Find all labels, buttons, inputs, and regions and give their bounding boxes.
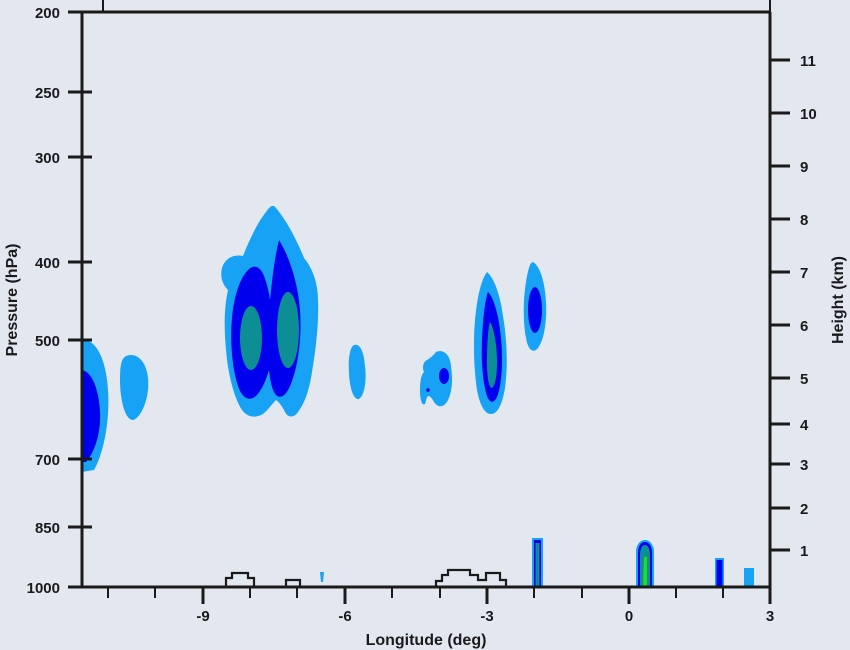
y-axis-title: Pressure (hPa) [4,244,21,357]
feature-surface-spike-two-five [744,568,754,587]
feature-core-minus3 [473,272,507,414]
feature-surface-spike-zero [636,540,654,587]
y2-ticklabel-6: 6 [800,318,808,335]
contour-field [82,205,754,587]
x-ticklabel-minus9: -9 [196,608,209,625]
x-axis-top-ticks [102,0,771,12]
y-ticklabel-700: 700 [35,452,60,469]
feature-surface-spike-minus2 [532,538,543,587]
y-ticklabel-1000: 1000 [27,580,60,597]
y2-ticklabel-8: 8 [800,212,808,229]
x-ticklabel-minus6: -6 [338,608,351,625]
y2-axis-height: 11 10 9 8 7 6 5 4 3 2 1 Height (km) [770,53,847,560]
plot-area-background [82,12,770,587]
y-ticklabel-250: 250 [35,85,60,102]
terrain-profile [82,568,770,589]
feature-west-small-blob [120,354,149,420]
feature-mid-thin-blob [348,344,366,400]
feature-core-minus2 [523,262,547,351]
x-ticklabel-minus3: -3 [480,608,493,625]
y2-ticklabel-5: 5 [800,371,808,388]
feature-main-double-core [221,205,319,417]
y-ticklabel-200: 200 [35,5,60,22]
y2-ticklabel-3: 3 [800,457,808,474]
y2-ticklabel-2: 2 [800,501,808,518]
x-ticklabel-three: 3 [766,608,774,625]
x-axis-title: Longitude (deg) [366,632,487,649]
x-ticklabel-zero: 0 [625,608,633,625]
y2-ticklabel-11: 11 [800,53,816,70]
y2-ticklabel-10: 10 [800,106,817,123]
y2-ticklabel-1: 1 [800,543,808,560]
x-axis-longitude: -9 -6 -3 0 3 Longitude (deg) [107,587,774,649]
y-ticklabel-400: 400 [35,255,60,272]
y2-ticklabel-7: 7 [800,265,808,282]
y-ticklabel-500: 500 [35,333,60,350]
y2-ticklabel-4: 4 [800,417,809,434]
y2-axis-title: Height (km) [830,256,847,344]
feature-surface-spike-two [715,558,724,587]
feature-tiny-surface-blob [320,572,324,582]
y-ticklabel-300: 300 [35,150,60,167]
y-axis-pressure: 200 250 300 400 500 700 850 1000 Pressur… [4,5,92,597]
y-ticklabel-850: 850 [35,520,60,537]
y2-ticklabel-9: 9 [800,159,808,176]
feature-west-edge-plume [82,339,109,472]
feature-small-blob-minus4 [420,351,452,407]
axes-frame [80,10,772,589]
